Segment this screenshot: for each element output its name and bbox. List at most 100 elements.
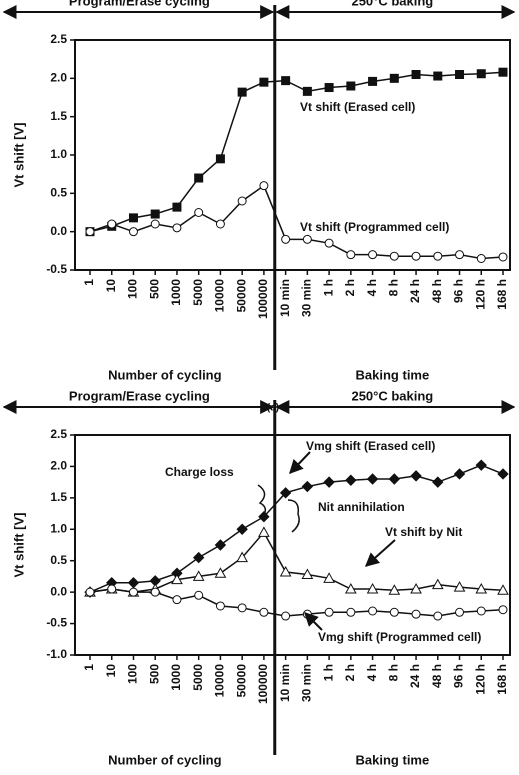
point — [150, 587, 160, 597]
point — [455, 70, 465, 79]
x-tick-label: 168 h — [495, 664, 509, 695]
point — [214, 567, 227, 578]
y-tick-label: -0.5 — [46, 616, 67, 630]
x-tick-label: 4 h — [365, 279, 379, 296]
point — [281, 76, 291, 86]
x-tick-label: 168 h — [495, 279, 509, 310]
header-right: 250°C baking — [351, 0, 433, 8]
point — [215, 601, 225, 611]
x-tick-label: 10000 — [213, 664, 227, 698]
point — [85, 227, 95, 237]
x-tick-label: 100000 — [256, 279, 270, 319]
annotation-arrow — [364, 539, 396, 567]
point — [237, 196, 247, 206]
x-tick-label: 24 h — [408, 279, 422, 303]
y-tick-label: 0.5 — [50, 553, 67, 567]
point — [107, 219, 117, 229]
point — [497, 468, 509, 480]
x-tick-label: 48 h — [430, 664, 444, 688]
point — [497, 584, 509, 595]
point — [346, 250, 356, 260]
point — [192, 570, 205, 581]
point — [344, 582, 357, 594]
point — [410, 582, 422, 594]
y-tick-label: 1.5 — [50, 490, 67, 504]
y-tick-label: 0.0 — [50, 584, 67, 598]
point — [214, 539, 227, 551]
x-tick-label: 50000 — [234, 664, 248, 698]
point — [302, 86, 312, 96]
x-tick-label: 2 h — [343, 279, 357, 296]
point — [475, 459, 487, 471]
x-axis-label: Baking time — [356, 752, 430, 767]
point — [476, 69, 486, 79]
series-label: Vt shift (Erased cell) — [300, 100, 415, 114]
x-axis-label: Baking time — [356, 367, 430, 382]
x-tick-label: 50000 — [234, 279, 248, 313]
y-tick-label: 1.0 — [50, 147, 67, 161]
x-tick-label: 1 — [82, 279, 96, 286]
point — [85, 587, 95, 597]
point — [433, 71, 443, 81]
series-label: Vt shift (Programmed cell) — [300, 220, 449, 234]
point — [172, 595, 182, 605]
point — [171, 573, 183, 585]
x-tick-label: 100000 — [256, 664, 270, 704]
point — [259, 77, 269, 87]
point — [215, 219, 225, 229]
x-tick-label: 120 h — [473, 279, 487, 310]
point — [345, 474, 357, 486]
y-tick-label: 2.0 — [50, 71, 67, 85]
point — [194, 173, 204, 183]
point — [192, 551, 205, 564]
point — [389, 73, 399, 83]
x-axis-label: Number of cycling — [108, 752, 221, 767]
annotation-brace — [257, 484, 267, 516]
point — [389, 251, 399, 261]
point — [281, 234, 291, 244]
point — [302, 234, 312, 244]
panel-label: (a) — [267, 403, 279, 414]
point — [194, 590, 204, 600]
point — [237, 603, 247, 613]
point — [279, 565, 292, 577]
x-tick-label: 8 h — [386, 279, 400, 296]
x-tick-label: 1000 — [169, 279, 183, 306]
annotation: Charge loss — [165, 465, 234, 479]
point — [498, 252, 508, 262]
point — [128, 213, 138, 223]
point — [455, 607, 465, 617]
x-tick-label: 1 h — [321, 279, 335, 296]
x-tick-label: 5000 — [191, 279, 205, 306]
y-axis-label: Vt shift [V] — [11, 123, 26, 188]
point — [324, 238, 334, 248]
point — [150, 219, 160, 229]
point — [388, 584, 401, 595]
point — [366, 582, 379, 594]
point — [194, 208, 204, 217]
point — [346, 607, 356, 617]
point — [324, 83, 334, 93]
point — [301, 480, 314, 493]
series-line — [89, 71, 504, 233]
y-tick-label: 1.0 — [50, 521, 67, 535]
y-tick-label: 2.5 — [50, 32, 67, 46]
header-left: Program/Erase cycling — [69, 0, 210, 8]
point — [411, 609, 421, 619]
point — [236, 551, 249, 563]
plot-frame — [74, 39, 511, 271]
point — [346, 81, 356, 91]
x-tick-label: 10 — [104, 279, 118, 293]
point — [368, 76, 378, 86]
header-left: Program/Erase cycling — [69, 388, 210, 403]
point — [455, 250, 465, 260]
x-tick-label: 1 — [82, 664, 96, 671]
x-axis-label: Number of cycling — [108, 367, 221, 382]
x-tick-label: 8 h — [386, 664, 400, 681]
x-tick-label: 24 h — [408, 664, 422, 688]
x-tick-label: 30 min — [300, 279, 314, 317]
y-tick-label: -1.0 — [46, 647, 67, 661]
x-tick-label: 500 — [147, 279, 161, 299]
point — [389, 607, 399, 617]
